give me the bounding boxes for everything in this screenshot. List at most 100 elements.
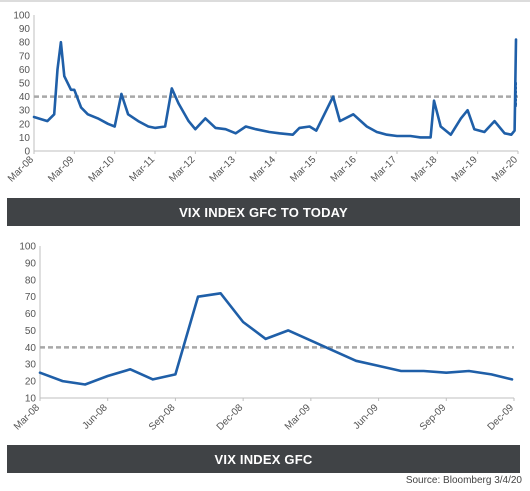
y-tick-label: 50 bbox=[19, 79, 31, 90]
data-point bbox=[147, 125, 150, 128]
y-tick-label: 100 bbox=[19, 242, 36, 253]
x-tick-label: Mar-09 bbox=[283, 402, 313, 432]
x-tick-label: Mar-13 bbox=[208, 154, 238, 184]
x-tick-label: Dec-08 bbox=[215, 402, 246, 433]
data-point bbox=[332, 95, 334, 98]
x-tick-label: Mar-09 bbox=[46, 154, 76, 184]
series-line-vix bbox=[32, 38, 518, 139]
x-tick-label: Sep-09 bbox=[418, 402, 449, 433]
x-tick-label: Jun-08 bbox=[80, 402, 110, 432]
data-point bbox=[204, 117, 207, 120]
x-tick-label: Sep-08 bbox=[147, 402, 178, 433]
data-point bbox=[365, 125, 368, 128]
y-tick-label: 80 bbox=[25, 275, 37, 286]
series-line-vix bbox=[38, 291, 514, 386]
data-point bbox=[515, 38, 517, 41]
data-point bbox=[264, 338, 267, 340]
y-tick-label: 10 bbox=[25, 394, 37, 405]
data-point bbox=[310, 339, 312, 342]
y-tick-label: 70 bbox=[25, 292, 37, 303]
data-point bbox=[137, 120, 140, 122]
data-point bbox=[106, 375, 109, 377]
y-tick-label: 70 bbox=[19, 51, 31, 62]
x-tick-label: Mar-19 bbox=[450, 154, 480, 184]
data-point bbox=[254, 128, 257, 131]
y-tick-label: 60 bbox=[25, 309, 37, 320]
data-point bbox=[234, 132, 237, 135]
data-point bbox=[80, 106, 82, 109]
data-point bbox=[224, 128, 227, 131]
data-point bbox=[113, 125, 116, 128]
data-point bbox=[152, 378, 154, 381]
data-point bbox=[63, 75, 66, 78]
y-tick-label: 90 bbox=[25, 258, 37, 269]
x-tick-label: Mar-17 bbox=[369, 154, 399, 184]
data-point bbox=[170, 87, 173, 90]
y-tick-label: 0 bbox=[24, 147, 30, 158]
data-point bbox=[490, 373, 493, 376]
y-tick-label: 10 bbox=[19, 133, 31, 144]
data-point bbox=[433, 99, 435, 102]
data-point bbox=[339, 120, 341, 122]
data-point bbox=[419, 136, 422, 139]
x-tick-label: Jun-09 bbox=[351, 402, 381, 432]
y-tick-label: 60 bbox=[19, 65, 31, 76]
data-point bbox=[84, 383, 86, 386]
data-point bbox=[214, 127, 217, 129]
data-point bbox=[154, 127, 156, 129]
x-tick-label: Mar-18 bbox=[409, 154, 439, 184]
data-point bbox=[278, 132, 281, 135]
y-tick-label: 90 bbox=[19, 24, 31, 35]
source-note: Source: Bloomberg 3/4/20 bbox=[405, 475, 522, 486]
data-point bbox=[396, 135, 398, 137]
data-point bbox=[291, 133, 294, 136]
top-border bbox=[0, 0, 530, 2]
data-point bbox=[194, 128, 197, 131]
x-tick-label: Mar-15 bbox=[288, 154, 318, 184]
data-point bbox=[39, 371, 41, 374]
data-point bbox=[466, 109, 469, 112]
data-point bbox=[515, 82, 517, 84]
data-point bbox=[511, 378, 513, 381]
x-tick-label: Mar-20 bbox=[490, 154, 520, 184]
data-point bbox=[386, 133, 388, 136]
data-point bbox=[129, 368, 132, 371]
y-tick-label: 30 bbox=[25, 360, 37, 371]
data-point bbox=[439, 125, 442, 128]
data-point bbox=[61, 380, 64, 382]
data-point bbox=[332, 349, 335, 352]
data-point bbox=[287, 329, 290, 332]
y-tick-label: 50 bbox=[25, 326, 37, 337]
data-point bbox=[177, 102, 180, 105]
chart-vix-gfc: 10 20 30 40 50 60 70 80 90 100 Mar-08 Jun-08 Sep-08 D… bbox=[12, 242, 517, 433]
chart-title-banner-bottom: VIX INDEX GFC bbox=[7, 445, 520, 473]
data-point bbox=[197, 295, 199, 298]
data-point bbox=[127, 113, 129, 116]
data-point bbox=[107, 122, 109, 125]
x-tick-label: Mar-16 bbox=[329, 154, 359, 184]
x-tick-label: Mar-10 bbox=[87, 154, 117, 184]
x-tick-label: Mar-14 bbox=[248, 154, 278, 184]
data-point bbox=[400, 370, 402, 372]
data-point bbox=[120, 93, 123, 95]
data-point bbox=[315, 129, 318, 132]
data-point bbox=[268, 131, 271, 133]
data-point bbox=[375, 131, 378, 133]
data-point bbox=[219, 292, 222, 295]
data-point bbox=[510, 133, 513, 136]
data-point bbox=[53, 113, 56, 116]
data-point bbox=[513, 129, 516, 132]
data-point bbox=[60, 41, 62, 44]
data-point bbox=[73, 88, 76, 91]
data-point bbox=[449, 133, 452, 136]
x-tick-label: Dec-09 bbox=[486, 402, 517, 433]
data-point bbox=[422, 370, 425, 372]
data-point bbox=[86, 113, 89, 116]
data-point bbox=[473, 128, 476, 131]
data-point bbox=[355, 359, 357, 362]
data-point bbox=[187, 120, 190, 122]
x-tick-label: Mar-12 bbox=[167, 154, 197, 184]
data-point bbox=[70, 88, 72, 91]
data-point bbox=[409, 135, 412, 137]
data-point bbox=[164, 125, 167, 128]
